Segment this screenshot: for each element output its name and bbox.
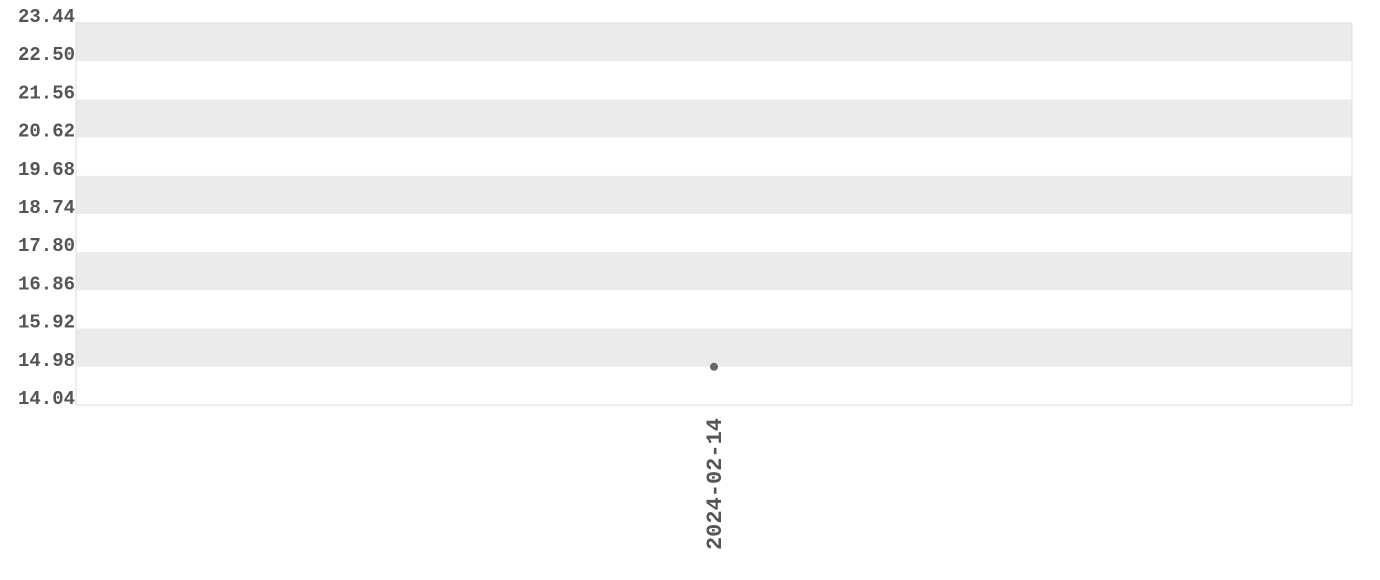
y-tick-label: 21.56	[18, 82, 75, 104]
x-tick-label: 2024-02-14	[703, 418, 728, 550]
y-tick-label: 19.68	[18, 159, 75, 181]
y-tick-label: 18.74	[18, 197, 75, 219]
points	[710, 362, 718, 371]
data-point[interactable]	[710, 362, 718, 371]
y-tick-label: 14.04	[18, 388, 75, 410]
y-tick-label: 22.50	[18, 44, 75, 66]
grid-band	[76, 252, 1352, 291]
grid-band	[76, 99, 1352, 138]
grid-band	[76, 328, 1352, 367]
y-tick-label: 17.80	[18, 235, 75, 257]
grid-band	[76, 23, 1352, 62]
grid-bands	[76, 23, 1352, 367]
y-tick-label: 15.92	[18, 312, 75, 334]
y-axis: 14.04 14.98 15.92 16.86 17.80 18.74 19.68 20.62…	[18, 6, 75, 410]
grid-band	[76, 175, 1352, 214]
y-tick-label: 23.44	[18, 6, 75, 28]
y-tick-label: 20.62	[18, 121, 75, 143]
plot-border	[75, 22, 1353, 406]
x-axis: 2024-02-14	[703, 418, 728, 550]
y-tick-label: 14.98	[18, 350, 75, 372]
y-tick-label: 16.86	[18, 273, 75, 295]
